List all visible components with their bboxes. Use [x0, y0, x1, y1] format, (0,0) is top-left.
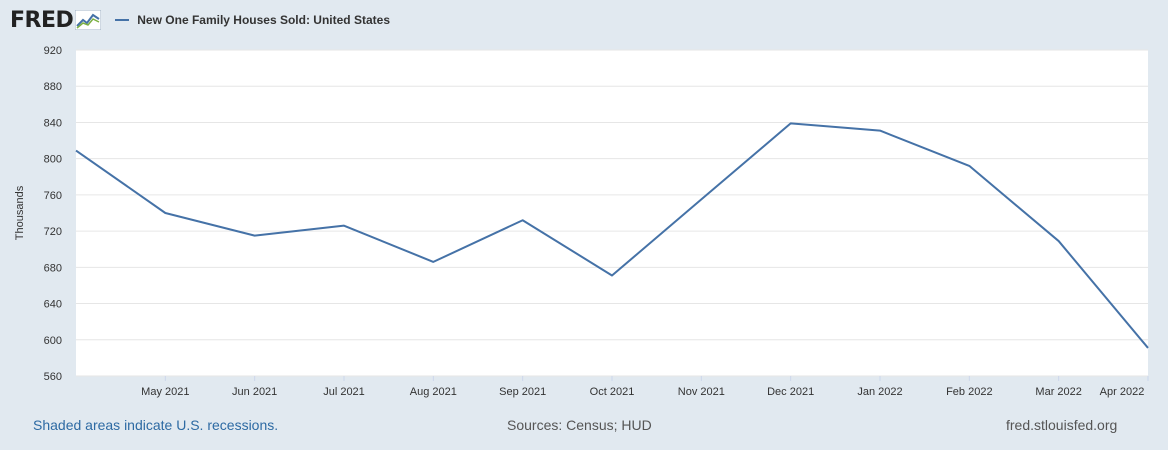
- data-point[interactable]: [609, 272, 615, 278]
- x-axis-ticks: May 2021 Jun 2021 Jul 2021 Aug 2021 Sep 2021…: [141, 376, 1149, 398]
- y-tick-label: 800: [44, 154, 62, 166]
- x-tick-label: May 2021: [141, 386, 189, 398]
- legend-swatch: [115, 19, 130, 21]
- y-tick-label: 840: [44, 117, 62, 129]
- y-axis-ticks: 560 600 640 680 720 760 800 840 880 920: [44, 45, 62, 383]
- recessions-note[interactable]: Shaded areas indicate U.S. recessions.: [33, 417, 279, 433]
- line-chart: 560 600 640 680 720 760 800 840 880 920 May 2021 J…: [14, 45, 1151, 398]
- data-point[interactable]: [788, 120, 794, 126]
- y-tick-label: 560: [44, 371, 62, 383]
- y-tick-label: 600: [44, 335, 62, 347]
- x-tick-label: Jan 2022: [857, 386, 902, 398]
- data-point[interactable]: [162, 210, 168, 216]
- x-tick-label: Mar 2022: [1035, 386, 1081, 398]
- data-point[interactable]: [341, 223, 347, 229]
- website-link[interactable]: fred.stlouisfed.org: [1006, 417, 1118, 433]
- series-group: [73, 120, 1151, 351]
- y-tick-label: 680: [44, 262, 62, 274]
- data-point[interactable]: [966, 163, 972, 169]
- series-line[interactable]: [75, 122, 1149, 349]
- x-tick-label: Sep 2021: [499, 386, 546, 398]
- x-tick-label: Jul 2021: [323, 386, 365, 398]
- logo-graph-icon: [75, 10, 102, 30]
- data-point[interactable]: [520, 217, 526, 223]
- y-tick-label: 760: [44, 190, 62, 202]
- gridlines: [76, 49, 1148, 377]
- x-tick-label: Nov 2021: [678, 386, 725, 398]
- data-point[interactable]: [698, 196, 704, 202]
- data-point[interactable]: [1145, 345, 1151, 351]
- y-axis-label: Thousands: [14, 185, 26, 240]
- x-tick-label: Jun 2021: [232, 386, 277, 398]
- data-point[interactable]: [1056, 238, 1062, 244]
- x-tick-label: Dec 2021: [767, 386, 814, 398]
- x-tick-label: Aug 2021: [410, 386, 457, 398]
- data-point[interactable]: [73, 148, 79, 154]
- y-tick-label: 720: [44, 226, 62, 238]
- chart-header: FRED New One Family Houses Sold: United …: [10, 6, 390, 34]
- data-point[interactable]: [430, 259, 436, 265]
- x-tick-label: Feb 2022: [946, 386, 992, 398]
- fred-logo[interactable]: FRED: [10, 7, 74, 33]
- x-tick-label: Apr 2022: [1100, 386, 1145, 398]
- y-tick-label: 640: [44, 299, 62, 311]
- plot-area: [76, 50, 1148, 376]
- sources-text: Sources: Census; HUD: [507, 417, 652, 433]
- y-tick-label: 880: [44, 81, 62, 93]
- legend-label: New One Family Houses Sold: United State…: [137, 13, 390, 27]
- data-point[interactable]: [252, 233, 258, 239]
- y-tick-label: 920: [44, 45, 62, 57]
- x-tick-label: Oct 2021: [590, 386, 635, 398]
- data-point[interactable]: [877, 128, 883, 134]
- chart-legend: New One Family Houses Sold: United State…: [115, 13, 390, 27]
